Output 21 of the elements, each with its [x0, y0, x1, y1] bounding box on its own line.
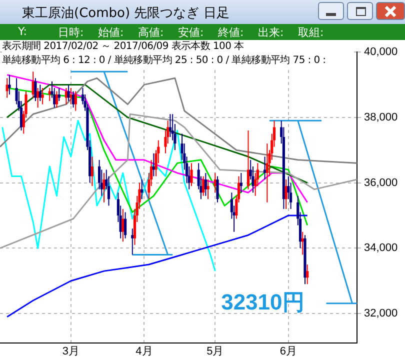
y-tick-label: 38,000: [364, 111, 398, 124]
y-tick-label: 32,000: [364, 308, 398, 320]
text: 出来:: [258, 25, 284, 40]
chart-subtitle: 表示期間 2017/02/02 ～ 2017/06/09 表示本数 100 本: [2, 40, 245, 54]
annotation: 32310円: [221, 290, 304, 314]
x-tick-label: 5月: [206, 346, 224, 358]
text: 終値:: [218, 25, 244, 40]
chart-title: 東工原油(Combo) 先限つなぎ 日足: [22, 5, 230, 22]
text: 始値:: [98, 25, 124, 40]
x-tick-label: 3月: [62, 346, 80, 358]
text: 安値:: [178, 25, 204, 40]
text: 高値:: [138, 25, 164, 40]
y-tick-label: 40,000: [364, 46, 398, 58]
annotation: 単純移動平均 6 : 12 : 0 / 単純移動平均 25 : 50 : 0 / 単純移動平均 75 : 0 :: [2, 54, 327, 68]
text: Y:: [18, 25, 27, 38]
y-tick-label: 34,000: [364, 242, 398, 254]
x-tick-label: 6月: [280, 346, 297, 358]
x-tick-label: 4月: [136, 346, 153, 358]
y-tick-label: 36,000: [364, 176, 398, 189]
text: 取組:: [298, 25, 324, 40]
text: 日時:: [58, 25, 84, 40]
